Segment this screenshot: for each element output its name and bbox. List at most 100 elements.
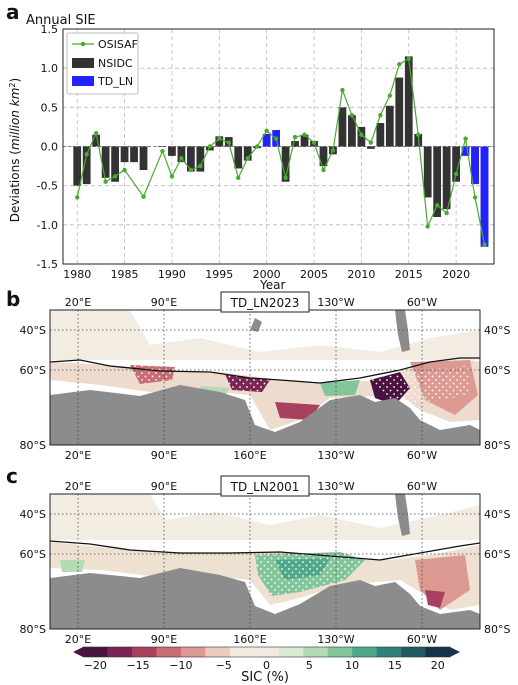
y-tick-label: -1.0: [37, 219, 58, 232]
osisaf-point: [93, 130, 99, 136]
map-b-left-lat-3: 80°S: [20, 439, 46, 452]
map-c-top-lon-4: 60°W: [407, 480, 437, 493]
x-tick-label: 1985: [111, 268, 139, 281]
colorbar-tick-label: 10: [345, 659, 359, 672]
colorbar-ticks: −20 −15 −10 −5 0 5 10 15 20: [84, 659, 445, 672]
colorbar-cell: [376, 647, 402, 657]
map-b-bottom-lon-2: 90°E: [151, 449, 177, 462]
colorbar-tick-label: 5: [306, 659, 313, 672]
map-c-title: TD_LN2001: [230, 480, 300, 494]
osisaf-point: [434, 203, 440, 208]
colorbar-cell: [83, 647, 108, 657]
map-b-top-lon-3: 130°W: [317, 296, 354, 309]
nsidc-bar: [234, 146, 243, 169]
osisaf-point: [236, 175, 241, 181]
map-c-right-lat-2: 60°S: [484, 548, 510, 561]
x-tick-label: 1995: [205, 268, 233, 281]
osisaf-point: [482, 242, 487, 247]
map-c-bottom-lon-4: 130°W: [317, 633, 354, 646]
colorbar-cell: [180, 647, 206, 657]
map-c-negative-patch-2: [425, 590, 445, 608]
map-b-right-lat-1: 40°S: [484, 324, 510, 337]
colorbar-tick-label: −20: [84, 659, 107, 672]
osisaf-point: [141, 194, 146, 199]
nsidc-bar: [92, 134, 101, 147]
map-c-title-box: [220, 475, 310, 497]
map-b-title: TD_LN2023: [230, 296, 300, 310]
map-b-south-america-land: [395, 310, 410, 352]
nsidc-bar: [395, 77, 404, 147]
x-tick-label: 2000: [253, 268, 281, 281]
td-ln-bar: [461, 146, 470, 156]
legend-osisaf-label: OSISAF: [98, 38, 138, 51]
colorbar-tick-label: 20: [431, 659, 445, 672]
map-b-negative-patch-3: [275, 402, 320, 420]
map-b-bottom-lon-5: 60°W: [407, 449, 437, 462]
osisaf-point: [75, 195, 80, 200]
nsidc-bar: [338, 107, 347, 147]
map-c-south-america-land: [395, 494, 410, 536]
panel-c: c TD_LN2001 20°E 90°E 130°W 60°W 20°E 90…: [6, 464, 510, 646]
osisaf-point: [198, 163, 203, 169]
nsidc-bar: [82, 146, 91, 185]
nsidc-bar: [215, 136, 224, 147]
colorbar-cell: [352, 647, 377, 657]
map-b-right-lat-3: 80°S: [484, 439, 510, 452]
map-c-top-lon-2: 90°E: [151, 480, 177, 493]
colorbar-tick-label: 0: [263, 659, 270, 672]
colorbar-max-arrow: [450, 647, 460, 657]
map-c-positive-patch-3: [60, 560, 85, 572]
map-b-top-lon-2: 90°E: [151, 296, 177, 309]
osisaf-point: [283, 175, 288, 181]
map-c-open-ocean-shading: [50, 494, 480, 540]
legend-tdln-swatch: [72, 76, 94, 86]
osisaf-point: [463, 136, 468, 141]
osisaf-point: [321, 167, 326, 173]
colorbar-cell: [327, 647, 353, 657]
nsidc-bar: [111, 146, 119, 182]
nsidc-bar: [366, 146, 375, 149]
map-c-left-lat-3: 80°S: [20, 623, 46, 636]
colorbar-frame: [82, 646, 451, 658]
map-c-bottom-lon-5: 60°W: [407, 633, 437, 646]
colorbar-cell: [303, 647, 328, 657]
nsidc-bar: [442, 146, 451, 210]
nsidc-bar: [300, 134, 309, 147]
nsidc-bar: [452, 146, 460, 182]
osisaf-point: [349, 112, 355, 118]
map-b-bottom-lon-4: 130°W: [317, 449, 354, 462]
map-b-top-lon-4: 60°W: [407, 296, 437, 309]
map-c-antarctica-land: [50, 568, 480, 629]
y-tick-labels: -1.5 -1.0 -0.5 0.0 0.5 1.0 1.5: [37, 23, 58, 271]
map-b-antarctica-land: [50, 385, 480, 445]
map-b-right-lat-2: 60°S: [484, 364, 510, 377]
colorbar-tick-label: −5: [216, 659, 232, 672]
x-tick-labels: 1980 1985 1990 1995 2000 2005 2010 2015 2020: [63, 268, 470, 281]
osisaf-point: [245, 156, 250, 161]
map-b-bottom-lon-3: 160°E: [233, 449, 266, 462]
osisaf-point: [302, 132, 307, 137]
map-b-ice-edge-contour: [49, 357, 480, 384]
nsidc-bar: [376, 123, 385, 147]
osisaf-point: [84, 152, 89, 157]
osisaf-point: [179, 156, 184, 161]
osisaf-point: [207, 144, 213, 149]
osisaf-point: [378, 112, 383, 118]
nsidc-bar: [177, 146, 186, 163]
map-c-stipple-overlay: [255, 552, 365, 596]
colorbar-tick-label: −10: [169, 659, 192, 672]
colorbar-tick-label: −15: [126, 659, 149, 672]
osisaf-point: [330, 148, 336, 153]
td-ln-bar: [262, 133, 271, 147]
osisaf-point: [188, 167, 194, 173]
nsidc-bar: [385, 105, 394, 147]
colorbar-tick-label: 15: [388, 659, 402, 672]
map-b-graticule: [50, 310, 480, 445]
osisaf-point: [359, 132, 364, 137]
nsidc-bar: [404, 56, 413, 147]
legend-tdln-label: TD_LN: [97, 75, 133, 88]
td-ln-bar: [471, 146, 479, 185]
colorbar-cell: [107, 647, 133, 657]
osisaf-point: [103, 179, 108, 184]
colorbar-cell: [401, 647, 426, 657]
